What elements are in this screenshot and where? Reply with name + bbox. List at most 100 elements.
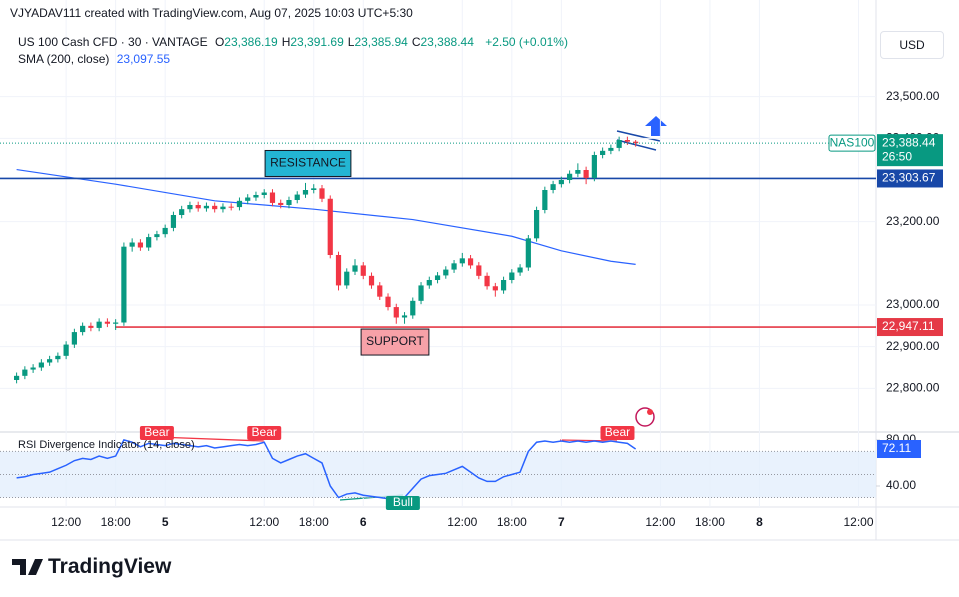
price-tag-label: 22,947.11 bbox=[882, 319, 935, 333]
change: +2.50 (+0.01%) bbox=[485, 35, 568, 49]
sma-name: SMA (200, close) bbox=[18, 52, 110, 66]
annotation-box bbox=[360, 328, 430, 356]
candle-body bbox=[451, 263, 457, 270]
candle-body bbox=[14, 375, 20, 380]
x-tick-label: 6 bbox=[360, 515, 367, 529]
candle-body bbox=[286, 200, 292, 205]
ohlc-key: H bbox=[281, 35, 291, 49]
candle-body bbox=[509, 272, 515, 280]
signal-label: Bear bbox=[605, 425, 630, 439]
candle-body bbox=[624, 140, 630, 142]
x-tick-label: 7 bbox=[558, 515, 565, 529]
signal-tag bbox=[600, 426, 635, 440]
rsi-tag-label: 72.11 bbox=[882, 441, 911, 455]
y-tick-label: 22,800.00 bbox=[886, 381, 940, 395]
ohlc-item: C23,388.44 bbox=[412, 35, 474, 49]
candle-body bbox=[179, 209, 185, 215]
ohlc-value: 23,386.19 bbox=[224, 35, 278, 49]
candle-body bbox=[63, 344, 69, 356]
ohlc-key: L bbox=[347, 35, 355, 49]
candle-body bbox=[269, 192, 276, 203]
ohlc-value: 23,388.44 bbox=[420, 35, 474, 49]
level-annotation: SUPPORT bbox=[366, 334, 424, 348]
candle-body bbox=[467, 258, 474, 266]
candle-body bbox=[542, 190, 548, 210]
candle-body bbox=[47, 359, 53, 363]
candle-body bbox=[220, 206, 226, 210]
candle-body bbox=[137, 242, 144, 248]
symbol-tag-label: NAS100 bbox=[830, 135, 875, 149]
candle-body bbox=[525, 238, 531, 268]
candle-body bbox=[96, 321, 102, 328]
candle-body bbox=[393, 307, 399, 318]
candle-body bbox=[335, 255, 342, 286]
x-tick-label: 18:00 bbox=[101, 515, 131, 529]
x-tick-label: 18:00 bbox=[299, 515, 329, 529]
attribution: VJYADAV111 created with TradingView.com,… bbox=[10, 6, 413, 20]
signal-tag bbox=[139, 426, 174, 440]
candle-body bbox=[170, 215, 177, 228]
symbol-tag bbox=[828, 134, 876, 152]
candle-body bbox=[294, 194, 300, 200]
candle-body bbox=[443, 269, 449, 276]
flag-line bbox=[616, 130, 661, 142]
x-tick-label: 12:00 bbox=[645, 515, 675, 529]
ohlc-item: L23,385.94 bbox=[348, 35, 408, 49]
candle-body bbox=[71, 332, 77, 345]
ohlc: O23,386.19 H23,391.69 L23,385.94 C23,388.44 bbox=[215, 35, 478, 49]
candle-body bbox=[162, 227, 168, 235]
candle-body bbox=[410, 300, 416, 316]
candle-body bbox=[253, 195, 259, 198]
candle-body bbox=[360, 265, 366, 276]
alert-icon[interactable] bbox=[635, 407, 655, 427]
candle-body bbox=[352, 265, 358, 272]
candle-body bbox=[385, 296, 391, 308]
price-tag bbox=[877, 169, 943, 188]
candle-body bbox=[228, 206, 234, 208]
y-tick-label: 40.00 bbox=[886, 478, 916, 492]
candle-body bbox=[187, 205, 193, 210]
level-annotation: RESISTANCE bbox=[270, 156, 346, 170]
candle-body bbox=[278, 202, 284, 205]
rsi-tag bbox=[877, 440, 921, 459]
signal-label: Bear bbox=[144, 425, 169, 439]
candle-body bbox=[344, 271, 350, 286]
candle-body bbox=[401, 315, 408, 318]
candle-body bbox=[113, 322, 119, 324]
candle-body bbox=[236, 200, 243, 208]
brand: TradingView bbox=[48, 555, 172, 578]
candle-body bbox=[550, 184, 556, 190]
sma-value: 23,097.55 bbox=[116, 52, 171, 66]
candle-body bbox=[154, 234, 160, 238]
flag-line bbox=[616, 139, 657, 151]
alert-dot bbox=[647, 409, 653, 415]
rsi-legend: RSI Divergence Indicator (14, close) bbox=[18, 439, 195, 451]
y-tick-label: 23,000.00 bbox=[886, 297, 940, 311]
candle-body bbox=[195, 205, 201, 209]
candle-body bbox=[484, 275, 490, 287]
candle-body bbox=[418, 285, 424, 301]
y-tick-label: 22,900.00 bbox=[886, 339, 940, 353]
signal-label: Bull bbox=[393, 495, 413, 509]
grid-layer bbox=[0, 0, 876, 507]
candle-body bbox=[104, 321, 110, 324]
ohlc-item: H23,391.69 bbox=[282, 35, 344, 49]
candle-body bbox=[22, 369, 28, 376]
candle-body bbox=[608, 147, 614, 151]
x-tick-label: 5 bbox=[162, 515, 169, 529]
x-tick-label: 12:00 bbox=[51, 515, 81, 529]
candle-body bbox=[434, 275, 441, 280]
ohlc-key: O bbox=[214, 35, 225, 49]
candle-body bbox=[261, 192, 267, 195]
ohlc-value: 23,385.94 bbox=[354, 35, 408, 49]
candle-body bbox=[146, 237, 152, 248]
candle-body bbox=[517, 267, 523, 273]
up-arrow bbox=[645, 116, 667, 136]
candle-body bbox=[30, 367, 36, 370]
price-tag bbox=[877, 318, 943, 337]
signal-tag bbox=[385, 496, 420, 510]
candle-body bbox=[203, 205, 210, 209]
y-tick-label: 23,200.00 bbox=[886, 214, 940, 228]
currency-button[interactable]: USD bbox=[880, 31, 944, 59]
